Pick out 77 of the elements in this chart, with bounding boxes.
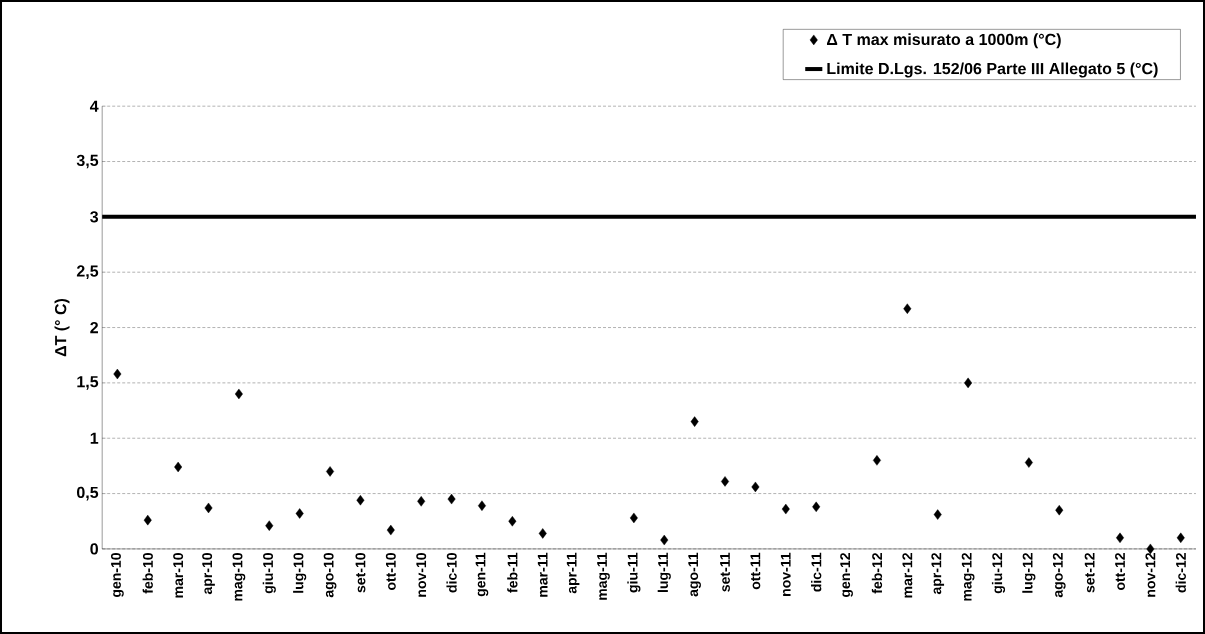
point bbox=[812, 501, 821, 513]
point bbox=[873, 455, 881, 466]
point bbox=[721, 476, 729, 487]
point bbox=[204, 502, 213, 514]
point bbox=[478, 500, 486, 511]
y-tick-label: 2 bbox=[90, 321, 98, 334]
x-tick-label: dic-10 bbox=[446, 553, 457, 593]
x-tick-label: giu-11 bbox=[627, 552, 641, 593]
x-tick-label: mag-10 bbox=[232, 553, 246, 601]
x-tick-label: ago-11 bbox=[688, 552, 701, 597]
point bbox=[1176, 532, 1185, 544]
y-tick-label: 3,5 bbox=[76, 154, 99, 169]
y-tick-label: 1,5 bbox=[77, 376, 99, 390]
point bbox=[508, 516, 517, 527]
y-axis-title: ΔT (° C) bbox=[54, 298, 70, 357]
x-tick-label: mar-11 bbox=[537, 552, 548, 597]
point bbox=[1024, 457, 1033, 468]
x-tick-label: ott-11 bbox=[750, 552, 761, 590]
point bbox=[690, 416, 699, 427]
x-tick-label: giu-10 bbox=[262, 553, 276, 594]
point bbox=[113, 368, 122, 380]
legend-label: Limite D.Lgs. 152/06 Parte III Allegato 5 (°C) bbox=[827, 62, 1158, 78]
x-tick-label: mar-10 bbox=[173, 553, 184, 598]
x-tick-label: set-12 bbox=[1084, 552, 1095, 593]
x-tick-label: ago-12 bbox=[1052, 552, 1066, 598]
point bbox=[447, 493, 456, 505]
y-tick-label: 0 bbox=[90, 543, 98, 555]
x-tick-label: dic-11 bbox=[811, 552, 822, 592]
point bbox=[1055, 504, 1064, 516]
x-tick-label: feb-12 bbox=[871, 552, 883, 594]
x-tick-label: dic-12 bbox=[1175, 552, 1186, 593]
point bbox=[356, 494, 365, 506]
point bbox=[417, 496, 426, 507]
point bbox=[964, 377, 973, 389]
x-tick-label: feb-11 bbox=[507, 552, 518, 593]
point bbox=[386, 524, 395, 536]
x-tick-label: lug-12 bbox=[1022, 552, 1036, 593]
x-tick-label: apr-11 bbox=[566, 552, 580, 594]
x-tick-label: mar-12 bbox=[902, 553, 913, 598]
point bbox=[538, 528, 547, 539]
x-tick-label: nov-10 bbox=[416, 553, 427, 597]
y-tick-label: 3 bbox=[90, 211, 99, 223]
point bbox=[265, 520, 274, 531]
y-tick-label: 0,5 bbox=[76, 486, 99, 501]
x-tick-label: apr-12 bbox=[931, 552, 945, 595]
point bbox=[751, 481, 760, 493]
point bbox=[781, 503, 790, 515]
point bbox=[295, 508, 304, 519]
legend-label: Δ T max misurato a 1000m (°C) bbox=[826, 33, 1061, 49]
x-tick-label: nov-12 bbox=[1145, 552, 1156, 597]
point bbox=[933, 509, 942, 520]
x-tick-label: set-10 bbox=[355, 553, 366, 593]
x-tick-label: gen-12 bbox=[840, 552, 853, 598]
point bbox=[174, 461, 183, 473]
x-tick-label: set-11 bbox=[720, 552, 730, 592]
point bbox=[234, 388, 243, 400]
x-tick-label: gen-10 bbox=[110, 553, 124, 598]
x-tick-label: ago-10 bbox=[323, 553, 337, 598]
point bbox=[660, 534, 669, 546]
x-tick-label: mag-12 bbox=[961, 552, 975, 601]
y-tick-label: 2,5 bbox=[76, 265, 99, 280]
point bbox=[143, 514, 152, 526]
x-tick-label: mag-11 bbox=[597, 552, 610, 600]
x-tick-label: ott-10 bbox=[385, 553, 396, 591]
point bbox=[326, 466, 335, 477]
x-tick-label: lug-11 bbox=[657, 552, 671, 592]
x-tick-label: apr-10 bbox=[202, 553, 215, 595]
x-tick-label: nov-11 bbox=[780, 552, 791, 596]
x-tick-label: giu-12 bbox=[991, 552, 1006, 594]
point bbox=[903, 303, 912, 314]
y-tick-label: 1 bbox=[90, 432, 99, 444]
x-tick-label: feb-10 bbox=[142, 553, 153, 594]
y-tick-label: 4 bbox=[89, 100, 99, 112]
x-tick-label: gen-11 bbox=[475, 552, 489, 597]
x-tick-label: ott-12 bbox=[1115, 552, 1125, 591]
point bbox=[629, 512, 638, 524]
x-tick-label: lug-10 bbox=[293, 553, 307, 593]
